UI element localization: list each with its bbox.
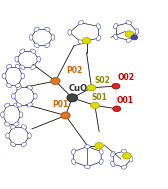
- Ellipse shape: [6, 133, 9, 139]
- Ellipse shape: [78, 21, 83, 25]
- Ellipse shape: [82, 38, 91, 44]
- Text: O02: O02: [118, 73, 135, 82]
- Ellipse shape: [85, 165, 90, 169]
- Ellipse shape: [2, 73, 6, 79]
- Ellipse shape: [15, 64, 21, 69]
- Ellipse shape: [61, 112, 70, 119]
- Ellipse shape: [34, 27, 39, 32]
- Ellipse shape: [14, 103, 19, 107]
- Ellipse shape: [10, 142, 16, 147]
- Ellipse shape: [112, 83, 120, 89]
- Ellipse shape: [37, 56, 40, 62]
- Text: CuO: CuO: [69, 84, 88, 93]
- Ellipse shape: [27, 85, 32, 90]
- Ellipse shape: [28, 133, 31, 139]
- Ellipse shape: [16, 85, 22, 90]
- Ellipse shape: [6, 83, 12, 88]
- Ellipse shape: [68, 29, 72, 35]
- Ellipse shape: [14, 122, 19, 126]
- Text: S02: S02: [95, 76, 111, 85]
- Ellipse shape: [95, 143, 103, 149]
- Ellipse shape: [12, 93, 15, 99]
- Ellipse shape: [31, 65, 36, 69]
- Ellipse shape: [91, 102, 99, 109]
- Ellipse shape: [27, 103, 32, 107]
- Ellipse shape: [135, 29, 139, 34]
- Ellipse shape: [78, 40, 83, 44]
- Ellipse shape: [21, 125, 27, 129]
- Ellipse shape: [99, 159, 103, 164]
- Ellipse shape: [99, 149, 103, 154]
- Ellipse shape: [45, 27, 50, 32]
- Text: P01: P01: [52, 100, 69, 109]
- Text: S01: S01: [91, 93, 107, 102]
- Ellipse shape: [16, 103, 22, 107]
- Ellipse shape: [21, 142, 27, 147]
- Ellipse shape: [33, 93, 37, 99]
- Ellipse shape: [85, 145, 90, 148]
- Ellipse shape: [67, 94, 78, 102]
- Ellipse shape: [15, 83, 21, 88]
- Ellipse shape: [29, 35, 33, 40]
- Ellipse shape: [113, 106, 121, 112]
- Ellipse shape: [121, 165, 127, 169]
- Ellipse shape: [34, 43, 39, 48]
- Ellipse shape: [4, 122, 10, 126]
- Ellipse shape: [1, 112, 4, 118]
- Ellipse shape: [97, 36, 101, 41]
- Ellipse shape: [45, 43, 50, 48]
- Ellipse shape: [10, 125, 16, 129]
- Ellipse shape: [15, 56, 19, 62]
- Ellipse shape: [51, 35, 55, 40]
- Ellipse shape: [87, 85, 96, 91]
- Ellipse shape: [126, 38, 132, 42]
- Ellipse shape: [129, 156, 133, 162]
- Ellipse shape: [72, 159, 76, 164]
- Ellipse shape: [111, 152, 115, 157]
- Text: P02: P02: [66, 66, 83, 75]
- Ellipse shape: [6, 64, 12, 69]
- Ellipse shape: [72, 149, 76, 154]
- Ellipse shape: [121, 149, 127, 153]
- Ellipse shape: [122, 153, 131, 159]
- Ellipse shape: [114, 34, 118, 40]
- Ellipse shape: [111, 161, 115, 167]
- Ellipse shape: [4, 103, 10, 107]
- Ellipse shape: [51, 77, 60, 85]
- Ellipse shape: [97, 24, 101, 29]
- Ellipse shape: [125, 31, 134, 37]
- Ellipse shape: [20, 49, 25, 53]
- Text: O01: O01: [116, 96, 133, 105]
- Ellipse shape: [20, 65, 25, 69]
- Ellipse shape: [31, 49, 36, 53]
- Ellipse shape: [126, 21, 132, 25]
- Ellipse shape: [131, 35, 138, 40]
- Ellipse shape: [114, 23, 118, 29]
- Ellipse shape: [21, 73, 25, 79]
- Ellipse shape: [19, 112, 23, 118]
